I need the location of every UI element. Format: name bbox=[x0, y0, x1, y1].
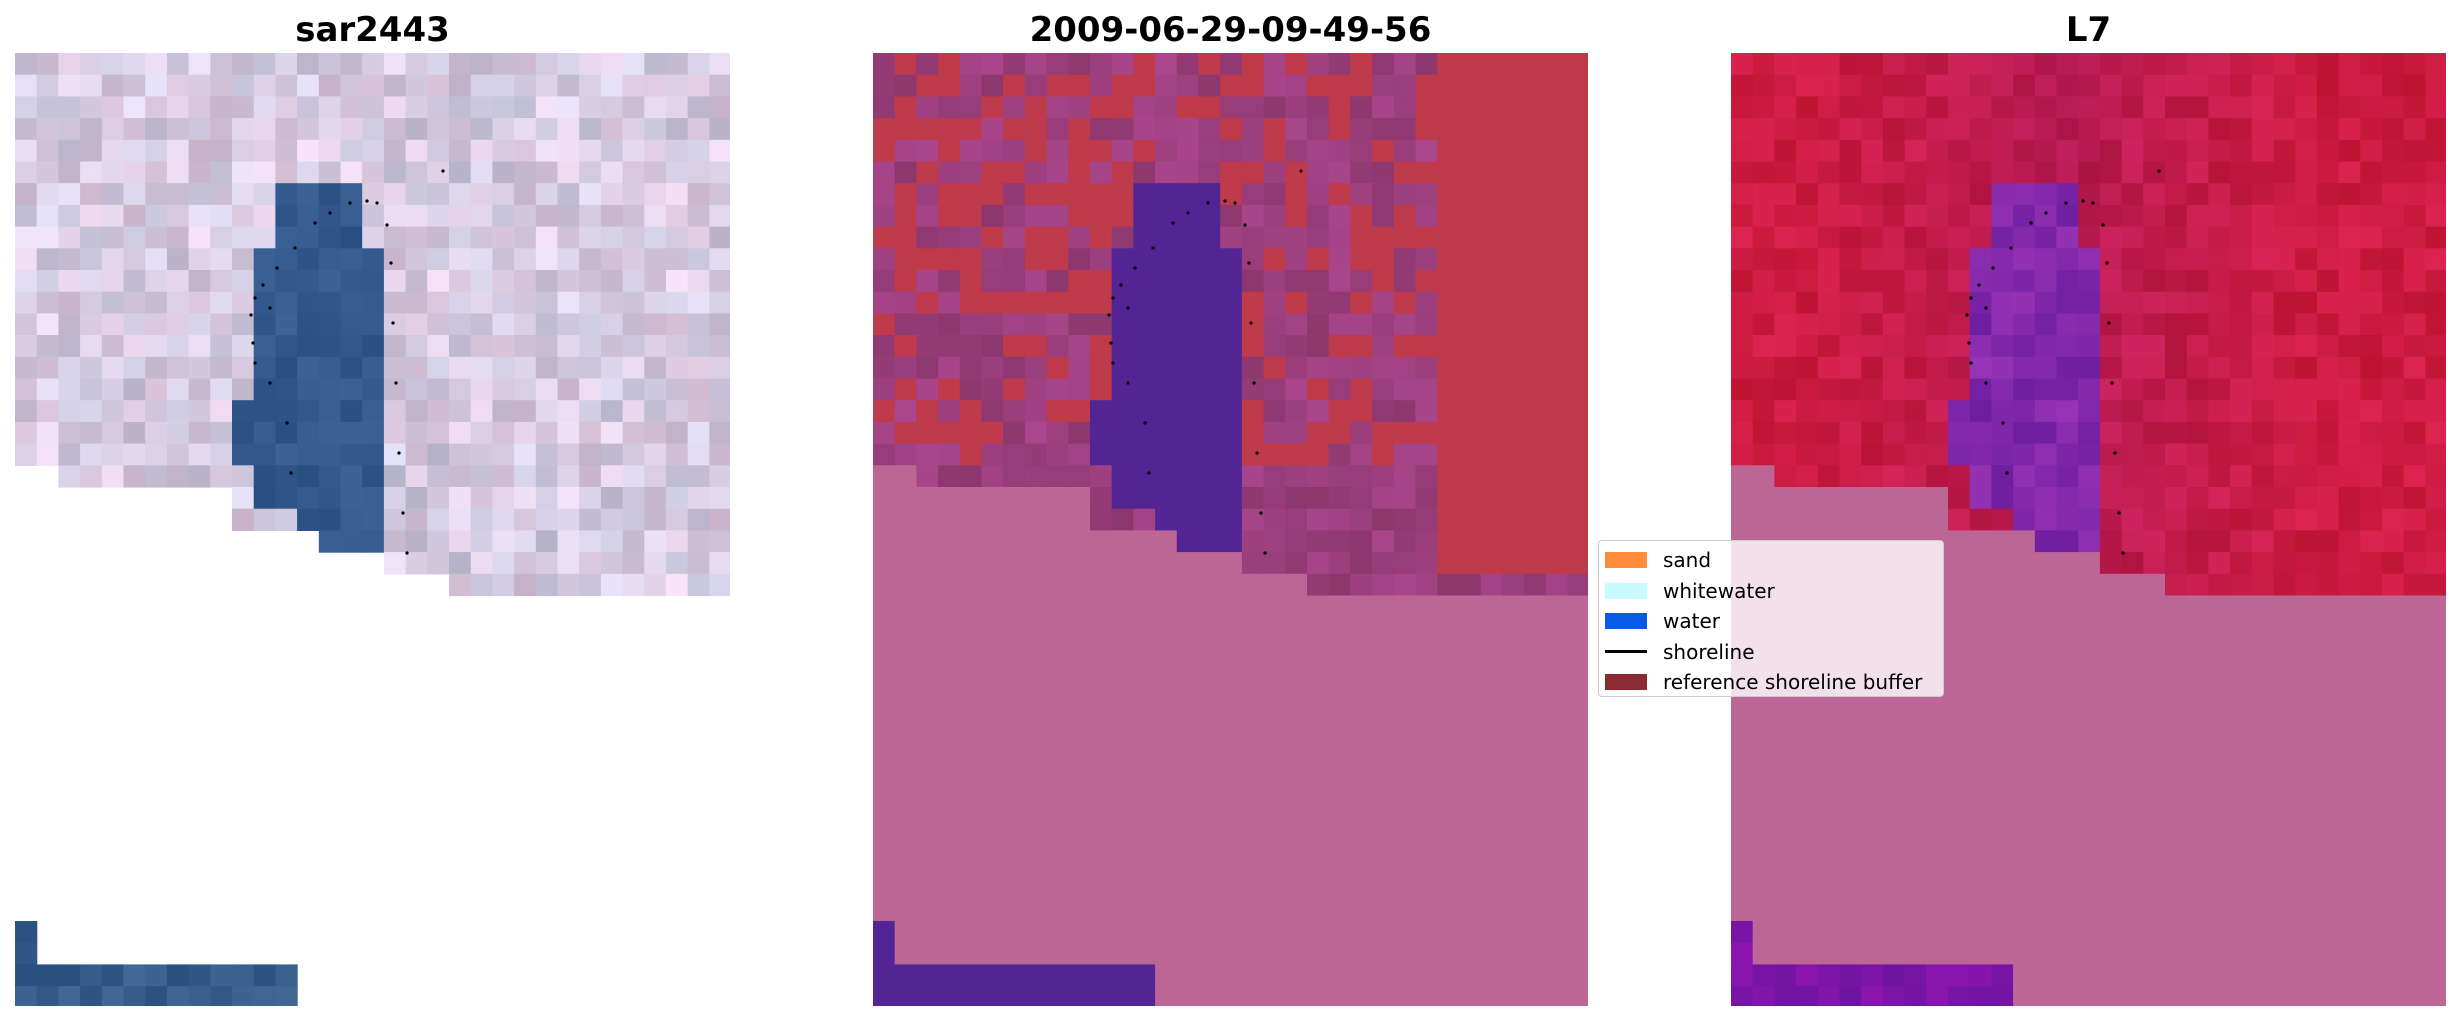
shoreline-point bbox=[1171, 221, 1175, 225]
shoreline-point bbox=[1299, 169, 1303, 173]
shoreline-point bbox=[1233, 201, 1237, 205]
shoreline-point bbox=[365, 199, 369, 203]
shoreline-point bbox=[1252, 381, 1256, 385]
legend-item-whitewater: whitewater bbox=[1605, 576, 1943, 607]
shoreline-point bbox=[1967, 341, 1971, 345]
panel-title-classified: 2009-06-29-09-49-56 bbox=[1029, 10, 1432, 50]
legend-label: whitewater bbox=[1663, 578, 1775, 603]
shoreline-point bbox=[394, 381, 398, 385]
shoreline-point bbox=[1247, 261, 1251, 265]
shoreline-point bbox=[285, 421, 289, 425]
shoreline-point bbox=[1984, 306, 1988, 310]
shoreline-point bbox=[261, 283, 265, 287]
shoreline-point bbox=[1119, 283, 1123, 287]
shoreline-point bbox=[249, 313, 253, 317]
index-image-panel bbox=[1731, 53, 2446, 1006]
shoreline-point bbox=[405, 551, 409, 555]
shoreline-point bbox=[1984, 381, 1988, 385]
reference-buffer-swatch bbox=[1605, 674, 1647, 691]
shoreline-point bbox=[2091, 201, 2095, 205]
shoreline-point bbox=[2064, 201, 2068, 205]
shoreline-point bbox=[1969, 361, 1973, 365]
index-image bbox=[1731, 53, 2446, 1006]
shoreline-point bbox=[2107, 321, 2111, 325]
legend-label: sand bbox=[1663, 548, 1712, 573]
sand-swatch bbox=[1605, 552, 1647, 569]
legend-label: shoreline bbox=[1663, 639, 1755, 664]
shoreline-point bbox=[389, 261, 393, 265]
legend-item-reference-buffer: reference shoreline buffer bbox=[1605, 667, 1943, 698]
water-swatch bbox=[1605, 613, 1647, 630]
shoreline-point bbox=[268, 306, 272, 310]
shoreline-point bbox=[289, 471, 293, 475]
classified-image bbox=[873, 53, 1588, 1006]
shoreline-point bbox=[2101, 223, 2105, 227]
legend-label: reference shoreline buffer bbox=[1663, 670, 1923, 695]
shoreline-point bbox=[1133, 266, 1137, 270]
shoreline-point bbox=[1965, 313, 1969, 317]
shoreline-point bbox=[313, 221, 317, 225]
classified-image-panel bbox=[873, 53, 1588, 1006]
shoreline-point bbox=[397, 451, 401, 455]
shoreline-point bbox=[328, 211, 332, 215]
shoreline-point bbox=[1969, 296, 1973, 300]
shoreline-point bbox=[1263, 551, 1267, 555]
shoreline-point bbox=[1111, 361, 1115, 365]
shoreline-point bbox=[1186, 211, 1190, 215]
panel-title-index: L7 bbox=[2065, 10, 2112, 50]
legend-item-water: water bbox=[1605, 606, 1943, 637]
shoreline-point bbox=[1249, 321, 1253, 325]
shoreline-point bbox=[2001, 421, 2005, 425]
shoreline-point bbox=[1243, 223, 1247, 227]
shoreline-line-swatch bbox=[1605, 650, 1647, 654]
panel-title-rgb: sar2443 bbox=[295, 10, 450, 50]
shoreline-point bbox=[1126, 381, 1130, 385]
shoreline-point bbox=[2081, 199, 2085, 203]
whitewater-swatch bbox=[1605, 582, 1647, 599]
shoreline-point bbox=[1126, 306, 1130, 310]
shoreline-point bbox=[268, 381, 272, 385]
shoreline-point bbox=[1109, 341, 1113, 345]
shoreline-point bbox=[1259, 511, 1263, 515]
legend-item-sand: sand bbox=[1605, 545, 1943, 576]
shoreline-point bbox=[385, 223, 389, 227]
shoreline-point bbox=[2117, 511, 2121, 515]
legend-label: water bbox=[1663, 609, 1720, 634]
shoreline-point bbox=[2121, 551, 2125, 555]
shoreline-point bbox=[1143, 421, 1147, 425]
shoreline-point bbox=[253, 296, 257, 300]
shoreline-point bbox=[275, 266, 279, 270]
shoreline-point bbox=[1107, 313, 1111, 317]
shoreline-point bbox=[1151, 246, 1155, 250]
shoreline-point bbox=[2005, 471, 2009, 475]
shoreline-point bbox=[2044, 211, 2048, 215]
shoreline-point bbox=[441, 169, 445, 173]
rgb-image-panel bbox=[15, 53, 730, 1006]
shoreline-point bbox=[1991, 266, 1995, 270]
shoreline-point bbox=[1255, 451, 1259, 455]
shoreline-point bbox=[391, 321, 395, 325]
shoreline-point bbox=[2113, 451, 2117, 455]
shoreline-point bbox=[348, 201, 352, 205]
shoreline-point bbox=[1111, 296, 1115, 300]
shoreline-point bbox=[251, 341, 255, 345]
shoreline-point bbox=[401, 511, 405, 515]
shoreline-point bbox=[293, 246, 297, 250]
shoreline-point bbox=[1223, 199, 1227, 203]
rgb-image bbox=[15, 53, 730, 1006]
shoreline-point bbox=[1147, 471, 1151, 475]
shoreline-point bbox=[1206, 201, 1210, 205]
shoreline-point bbox=[1977, 283, 1981, 287]
shoreline-point bbox=[253, 361, 257, 365]
shoreline-point bbox=[2110, 381, 2114, 385]
shoreline-point bbox=[2105, 261, 2109, 265]
shoreline-point bbox=[375, 201, 379, 205]
legend: sand whitewater water shoreline referenc… bbox=[1598, 540, 1944, 697]
shoreline-point bbox=[2009, 246, 2013, 250]
shoreline-point bbox=[2157, 169, 2161, 173]
shoreline-point bbox=[2029, 221, 2033, 225]
legend-item-shoreline: shoreline bbox=[1605, 637, 1943, 668]
